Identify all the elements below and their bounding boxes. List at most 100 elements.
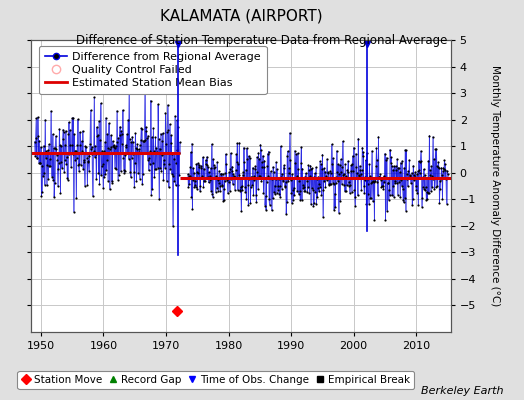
Point bbox=[50, 180, 59, 186]
Point bbox=[301, 174, 309, 180]
Point bbox=[189, 165, 198, 171]
Point bbox=[147, 192, 156, 198]
Point bbox=[228, 181, 237, 187]
Point bbox=[336, 156, 345, 162]
Point bbox=[390, 178, 399, 184]
Point bbox=[57, 158, 66, 165]
Point bbox=[157, 168, 166, 174]
Point bbox=[124, 156, 133, 162]
Point bbox=[272, 159, 280, 166]
Point bbox=[337, 169, 345, 175]
Point bbox=[303, 178, 311, 184]
Point bbox=[184, 171, 192, 178]
Point bbox=[197, 164, 205, 171]
Point bbox=[35, 160, 43, 167]
Point bbox=[101, 139, 109, 145]
Point bbox=[438, 196, 446, 202]
Point bbox=[370, 179, 378, 185]
Point bbox=[288, 200, 296, 206]
Point bbox=[88, 151, 96, 158]
Point bbox=[73, 154, 81, 161]
Point bbox=[70, 209, 78, 215]
Point bbox=[437, 164, 445, 171]
Point bbox=[169, 223, 177, 229]
Point bbox=[339, 138, 347, 144]
Point bbox=[315, 180, 324, 187]
Point bbox=[365, 161, 374, 168]
Point bbox=[97, 172, 105, 178]
Point bbox=[105, 186, 114, 192]
Point bbox=[433, 163, 441, 170]
Point bbox=[425, 166, 434, 173]
Point bbox=[396, 169, 404, 176]
Point bbox=[381, 150, 389, 157]
Point bbox=[44, 176, 52, 182]
Point bbox=[443, 171, 452, 177]
Point bbox=[133, 141, 141, 147]
Point bbox=[48, 174, 56, 180]
Point bbox=[34, 132, 42, 139]
Point bbox=[426, 171, 434, 178]
Point bbox=[143, 128, 151, 134]
Point bbox=[72, 148, 80, 154]
Point bbox=[98, 147, 106, 154]
Point bbox=[203, 174, 212, 180]
Point bbox=[43, 162, 51, 168]
Point bbox=[291, 160, 299, 167]
Point bbox=[212, 185, 221, 192]
Point bbox=[406, 172, 414, 178]
Point bbox=[33, 155, 41, 161]
Point bbox=[283, 148, 292, 154]
Point bbox=[275, 176, 283, 182]
Point bbox=[231, 174, 239, 180]
Point bbox=[68, 115, 76, 121]
Point bbox=[76, 129, 84, 135]
Point bbox=[158, 138, 167, 145]
Point bbox=[132, 178, 140, 184]
Point bbox=[99, 161, 107, 167]
Point bbox=[225, 188, 234, 194]
Point bbox=[148, 186, 157, 192]
Point bbox=[63, 174, 71, 181]
Point bbox=[164, 126, 172, 133]
Point bbox=[343, 182, 351, 188]
Point bbox=[383, 207, 391, 214]
Point bbox=[70, 131, 79, 138]
Point bbox=[48, 131, 57, 138]
Point bbox=[288, 171, 297, 178]
Point bbox=[198, 175, 206, 181]
Point bbox=[280, 183, 289, 189]
Point bbox=[40, 170, 48, 176]
Point bbox=[302, 175, 311, 182]
Point bbox=[246, 200, 255, 206]
Point bbox=[274, 187, 282, 193]
Point bbox=[196, 188, 204, 194]
Point bbox=[237, 183, 246, 189]
Point bbox=[255, 172, 263, 179]
Point bbox=[397, 183, 406, 189]
Point bbox=[86, 140, 94, 147]
Point bbox=[425, 132, 433, 139]
Point bbox=[195, 164, 204, 171]
Point bbox=[240, 159, 248, 166]
Point bbox=[79, 128, 87, 134]
Point bbox=[54, 160, 63, 166]
Point bbox=[344, 182, 353, 189]
Point bbox=[39, 172, 47, 179]
Point bbox=[154, 164, 162, 171]
Point bbox=[253, 169, 261, 176]
Point bbox=[271, 191, 279, 198]
Point bbox=[126, 169, 134, 175]
Point bbox=[351, 203, 359, 209]
Point bbox=[338, 164, 346, 171]
Point bbox=[317, 192, 325, 199]
Point bbox=[172, 147, 181, 153]
Point bbox=[146, 160, 154, 167]
Point bbox=[247, 174, 256, 181]
Point bbox=[420, 186, 429, 192]
Point bbox=[163, 102, 172, 108]
Point bbox=[439, 164, 447, 171]
Point bbox=[298, 165, 307, 172]
Point bbox=[440, 157, 449, 164]
Point bbox=[58, 165, 66, 171]
